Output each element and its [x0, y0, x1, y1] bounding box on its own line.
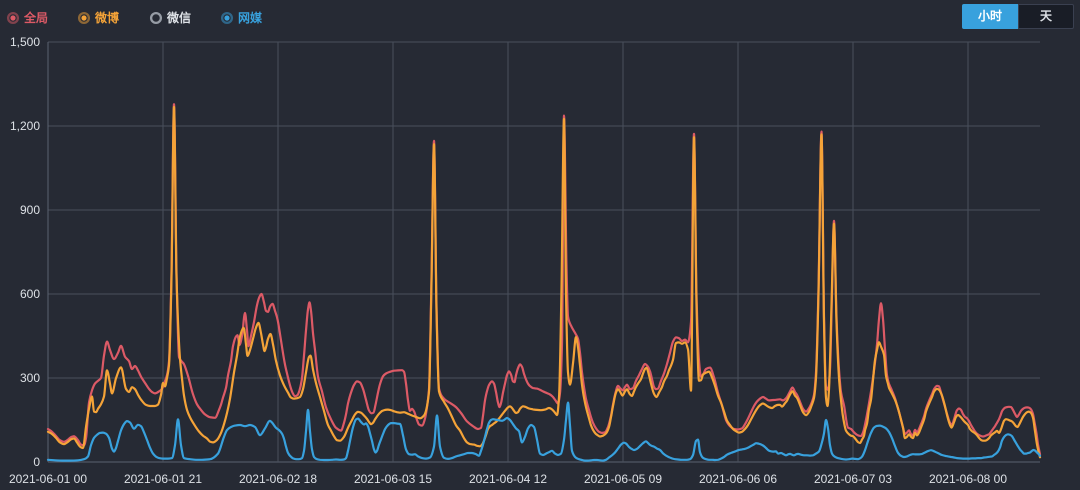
- svg-text:2021-06-08 00: 2021-06-08 00: [929, 472, 1007, 486]
- svg-text:2021-06-01 21: 2021-06-01 21: [124, 472, 202, 486]
- svg-text:2021-06-02 18: 2021-06-02 18: [239, 472, 317, 486]
- svg-text:2021-06-01 00: 2021-06-01 00: [9, 472, 87, 486]
- svg-text:1,500: 1,500: [10, 35, 40, 49]
- svg-text:2021-06-04 12: 2021-06-04 12: [469, 472, 547, 486]
- svg-text:0: 0: [33, 455, 40, 469]
- svg-text:2021-06-05 09: 2021-06-05 09: [584, 472, 662, 486]
- svg-text:2021-06-07 03: 2021-06-07 03: [814, 472, 892, 486]
- svg-text:2021-06-06 06: 2021-06-06 06: [699, 472, 777, 486]
- svg-text:300: 300: [20, 371, 40, 385]
- svg-text:900: 900: [20, 203, 40, 217]
- svg-text:600: 600: [20, 287, 40, 301]
- svg-text:2021-06-03 15: 2021-06-03 15: [354, 472, 432, 486]
- svg-text:1,200: 1,200: [10, 119, 40, 133]
